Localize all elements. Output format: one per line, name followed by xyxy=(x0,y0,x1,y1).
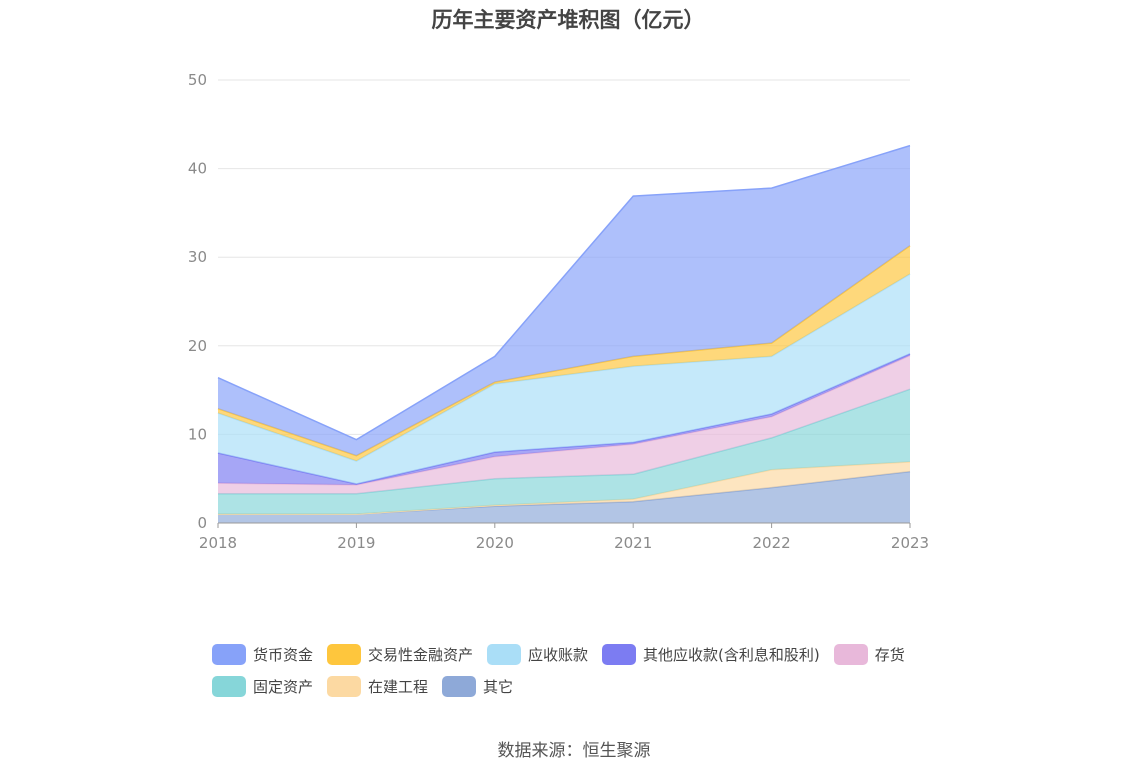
legend-label-inventory: 存货 xyxy=(874,645,905,664)
legend-row-2: 固定资产 在建工程 其它 xyxy=(212,670,952,702)
legend-label-fixed-assets: 固定资产 xyxy=(253,677,314,696)
legend-swatch-inventory xyxy=(833,643,868,665)
legend-swatch-cash xyxy=(212,643,246,665)
y-tick-label-20: 20 xyxy=(188,337,207,355)
legend-item-construction[interactable]: 在建工程 xyxy=(327,675,429,697)
area-series-5 xyxy=(218,274,910,484)
legend-item-other-receivables[interactable]: 其他应收款(含利息和股利) xyxy=(602,643,820,665)
y-tick-label-30: 30 xyxy=(188,248,207,266)
legend-label-other-receivables: 其他应收款(含利息和股利) xyxy=(643,645,820,664)
area-series-4 xyxy=(218,353,910,485)
area-series-2 xyxy=(218,389,910,515)
legend-item-cash[interactable]: 货币资金 xyxy=(212,643,314,665)
legend-item-trading-assets[interactable]: 交易性金融资产 xyxy=(327,643,474,665)
legend-row-1: 货币资金 交易性金融资产 应收账款 其他应收款(含利息和股利) 存货 xyxy=(212,638,952,670)
legend-swatch-fixed-assets xyxy=(212,675,246,697)
y-tick-label-0: 0 xyxy=(197,514,207,532)
data-source: 数据来源：恒生聚源 xyxy=(497,741,651,761)
area-series-0 xyxy=(218,471,910,523)
area-series-1 xyxy=(218,461,910,515)
x-tick-label-2023: 2023 xyxy=(891,534,929,552)
area-series-7 xyxy=(218,145,910,456)
legend-label-construction: 在建工程 xyxy=(368,677,429,696)
legend-label-receivables: 应收账款 xyxy=(528,645,589,664)
legend-item-other[interactable]: 其它 xyxy=(442,675,514,697)
legend-item-inventory[interactable]: 存货 xyxy=(833,643,905,665)
legend-label-cash: 货币资金 xyxy=(253,645,314,664)
legend-label-trading-assets: 交易性金融资产 xyxy=(368,645,474,664)
y-tick-label-50: 50 xyxy=(188,71,207,89)
area-series-6 xyxy=(218,245,910,461)
legend-swatch-other-receivables xyxy=(602,643,637,665)
x-tick-label-2021: 2021 xyxy=(614,534,652,552)
legend-swatch-other xyxy=(442,675,477,697)
y-tick-label-10: 10 xyxy=(188,425,207,443)
chart-title: 历年主要资产堆积图（亿元） xyxy=(431,8,705,32)
x-tick-label-2020: 2020 xyxy=(476,534,514,552)
y-tick-label-40: 40 xyxy=(188,160,207,178)
legend-item-fixed-assets[interactable]: 固定资产 xyxy=(212,675,314,697)
x-tick-label-2018: 2018 xyxy=(199,534,237,552)
legend-swatch-receivables xyxy=(487,643,522,665)
area-series-line-7 xyxy=(217,144,911,441)
legend: 货币资金 交易性金融资产 应收账款 其他应收款(含利息和股利) 存货 固定资产 … xyxy=(212,638,952,702)
x-tick-label-2019: 2019 xyxy=(337,534,375,552)
legend-item-receivables[interactable]: 应收账款 xyxy=(487,643,589,665)
stacked-area-chart: 0 10 20 30 40 50 2018 2019 2020 2021 2022 2023 xyxy=(188,71,929,552)
legend-swatch-construction xyxy=(327,675,362,697)
x-tick-label-2022: 2022 xyxy=(753,534,791,552)
area-series-3 xyxy=(218,355,910,494)
legend-swatch-trading-assets xyxy=(327,643,362,665)
legend-label-other: 其它 xyxy=(483,677,514,696)
